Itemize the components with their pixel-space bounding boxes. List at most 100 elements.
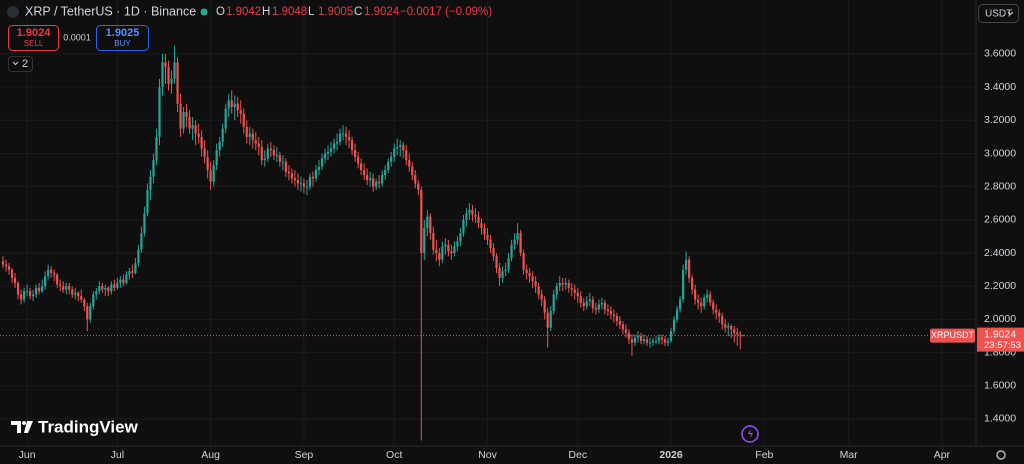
- x-tick-label: Oct: [386, 449, 402, 461]
- candle-body: [570, 287, 573, 290]
- spread: 0.0001: [63, 32, 91, 42]
- candle-body: [221, 128, 224, 142]
- candle-body: [122, 279, 125, 283]
- candle-body: [543, 299, 546, 313]
- candle-body: [83, 299, 86, 307]
- candle-body: [660, 337, 664, 340]
- settings-button[interactable]: [996, 450, 1006, 460]
- buy-price[interactable]: 1.9025: [106, 27, 140, 39]
- sell-price[interactable]: 1.9024: [17, 27, 52, 39]
- candle-body: [567, 282, 570, 288]
- ohlc-key: H: [262, 6, 270, 18]
- candle-body: [158, 87, 161, 137]
- candle-body: [212, 165, 215, 182]
- candle-body: [462, 219, 465, 234]
- market-status-dot: [200, 8, 208, 16]
- candle-body: [591, 299, 594, 308]
- ohlc-value: 1.9024: [364, 6, 400, 18]
- indicators-count[interactable]: 2: [22, 58, 28, 70]
- candle-body: [134, 262, 137, 273]
- candle-body: [561, 282, 564, 285]
- candle-body: [429, 216, 432, 234]
- candle-body: [16, 282, 20, 295]
- y-tick-label: 1.6000: [984, 380, 1016, 392]
- symbol-icon[interactable]: [7, 6, 19, 18]
- candle-body: [10, 269, 14, 278]
- candle-body: [19, 294, 23, 300]
- candle-body: [251, 133, 254, 141]
- x-tick-label: 2026: [659, 449, 683, 461]
- ohlc-key: O: [216, 6, 225, 18]
- candle-body: [173, 62, 176, 79]
- candle-body: [182, 111, 185, 129]
- candle-body: [648, 342, 652, 344]
- x-tick-label: Apr: [934, 449, 951, 461]
- candle-body: [68, 286, 71, 290]
- candle-body: [314, 170, 318, 179]
- currency-label[interactable]: USDT: [985, 9, 1012, 20]
- candle-body: [332, 143, 336, 149]
- candle-body: [143, 213, 146, 234]
- candle-body: [350, 140, 354, 151]
- candle-body: [715, 309, 718, 313]
- candle-body: [323, 153, 327, 159]
- ohlc-value: 1.9042: [226, 6, 261, 18]
- candle-body: [7, 266, 11, 270]
- candle-body: [513, 239, 516, 245]
- candle-body: [700, 302, 703, 307]
- candle-body: [302, 183, 306, 187]
- currency-button[interactable]: [978, 4, 1019, 23]
- candle-body: [378, 181, 381, 184]
- candle-body: [65, 286, 68, 290]
- candle-body: [257, 143, 260, 147]
- chevron-icon: [1007, 11, 1014, 16]
- candle-body: [137, 249, 140, 263]
- candle-body: [597, 304, 600, 310]
- candle-body: [393, 148, 396, 157]
- candle-body: [38, 287, 41, 292]
- candle-body: [131, 271, 134, 273]
- candle-body: [1, 261, 5, 265]
- ohlc-legend: O 1.9042 H 1.9048 L 1.9005 C 1.9024: [216, 6, 400, 18]
- candle-body: [486, 234, 489, 240]
- candle-body: [284, 161, 287, 172]
- candle-body: [504, 269, 507, 272]
- candle-body: [227, 100, 230, 109]
- candle-body: [528, 272, 531, 277]
- candle-body: [326, 151, 330, 154]
- candle-body: [691, 277, 694, 290]
- candle-body: [32, 294, 35, 297]
- candle-body: [176, 62, 179, 104]
- candle-body: [149, 176, 152, 190]
- candle-body: [411, 166, 414, 176]
- sell-label[interactable]: SELL: [24, 39, 44, 48]
- candle-body: [606, 309, 609, 312]
- candle-body: [110, 284, 113, 292]
- candle-body: [399, 145, 402, 147]
- ohlc-key: L: [308, 6, 315, 18]
- candle-body: [474, 214, 477, 217]
- buy-label[interactable]: BUY: [114, 39, 131, 48]
- candle-body: [320, 158, 324, 167]
- logo-text[interactable]: TradingView: [38, 417, 139, 436]
- candle-body: [489, 239, 492, 249]
- symbol-title[interactable]: XRP / TetherUS · 1D · Binance: [25, 4, 196, 18]
- candle-body: [552, 294, 555, 312]
- candle-body: [53, 272, 56, 275]
- candle-body: [107, 287, 110, 292]
- candle-body: [317, 166, 321, 171]
- candle-body: [624, 329, 628, 333]
- candle-body: [233, 103, 236, 108]
- candle-body: [56, 274, 59, 285]
- y-tick-label: 2.0000: [984, 313, 1016, 325]
- sell-button[interactable]: [8, 25, 59, 51]
- candle-body: [344, 133, 348, 137]
- candle-body: [185, 111, 188, 117]
- candle-body: [507, 258, 510, 270]
- candle-body: [167, 67, 170, 84]
- candle-body: [140, 233, 143, 250]
- candle-body: [290, 173, 293, 179]
- events-button[interactable]: [741, 425, 759, 443]
- indicators-toggle[interactable]: [8, 56, 33, 72]
- buy-button[interactable]: [96, 25, 149, 51]
